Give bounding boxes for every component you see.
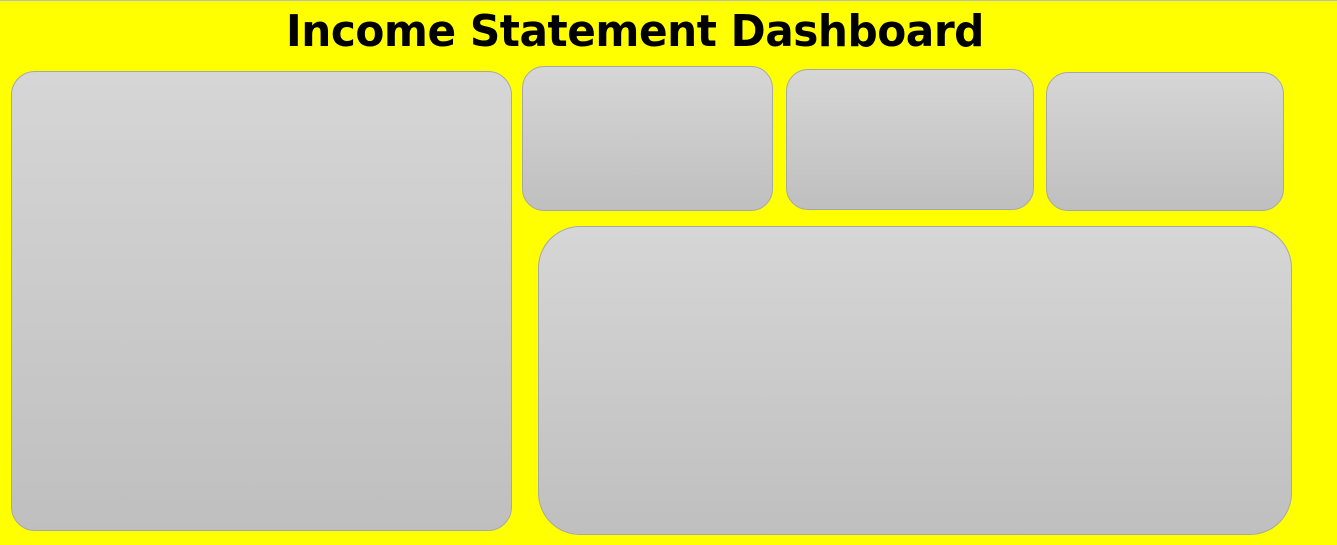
bottom-chart-panel xyxy=(538,226,1292,535)
kpi-card-3 xyxy=(1046,72,1284,211)
top-border-line xyxy=(0,0,1337,1)
left-chart-panel xyxy=(11,71,512,531)
kpi-card-2 xyxy=(786,69,1034,210)
kpi-card-1 xyxy=(522,66,773,211)
dashboard-title: Income Statement Dashboard xyxy=(286,6,984,57)
